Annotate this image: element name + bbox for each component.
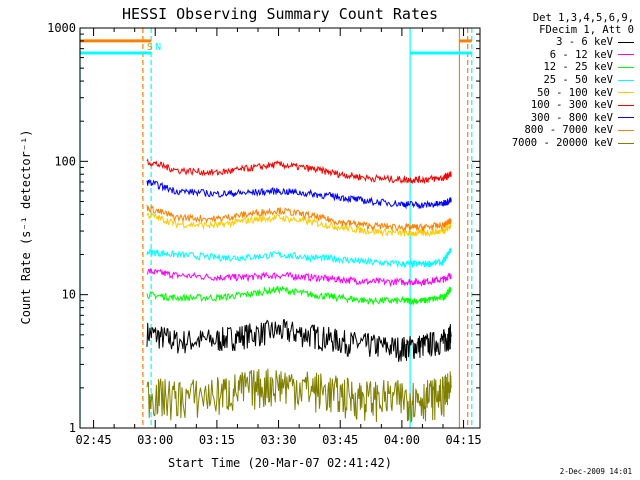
legend: Det 1,3,4,5,6,9, FDecim 1, Att 0 3 - 6 k… <box>478 12 634 149</box>
legend-label: 300 - 800 keV <box>530 111 613 124</box>
legend-swatch <box>618 41 634 43</box>
series-line <box>146 178 452 210</box>
x-tick-label: 04:15 <box>445 433 481 447</box>
flag-annotation: S <box>147 42 153 53</box>
legend-swatch <box>618 142 634 144</box>
series-line <box>146 319 452 362</box>
legend-label: 100 - 300 keV <box>530 99 613 112</box>
legend-swatch <box>618 79 634 81</box>
legend-swatch <box>618 129 634 131</box>
plot-frame <box>79 27 481 429</box>
legend-item: 50 - 100 keV <box>478 86 634 99</box>
series-line <box>146 247 452 269</box>
y-axis-label: Count Rate (s⁻¹ detector⁻¹) <box>19 129 33 324</box>
series-line <box>146 285 452 306</box>
y-tick-label: 10 <box>62 288 76 302</box>
x-tick-label: 03:45 <box>322 433 358 447</box>
series-line <box>146 158 452 185</box>
legend-swatch <box>618 104 634 106</box>
y-tick-label: 1000 <box>47 21 76 35</box>
legend-label: 800 - 7000 keV <box>524 124 613 137</box>
legend-header-line: FDecim 1, Att 0 <box>539 24 634 36</box>
series-line <box>146 211 452 238</box>
axes: 1 10 100 1000 02:45 03:00 03:15 03:30 03:45 04:00… <box>47 21 482 447</box>
series-line <box>146 204 452 232</box>
x-tick-label: 02:45 <box>76 433 112 447</box>
legend-item: 25 - 50 keV <box>478 74 634 87</box>
legend-item: 800 - 7000 keV <box>478 124 634 137</box>
legend-item: 7000 - 20000 keV <box>478 137 634 150</box>
legend-label: 25 - 50 keV <box>543 74 613 87</box>
x-axis-label: Start Time (20-Mar-07 02:41:42) <box>168 456 392 470</box>
legend-item: 12 - 25 keV <box>478 61 634 74</box>
legend-item: 6 - 12 keV <box>478 49 634 62</box>
series-line <box>146 268 452 288</box>
legend-label: 3 - 6 keV <box>556 36 613 49</box>
series-line <box>146 368 452 423</box>
footer-timestamp: 2-Dec-2009 14:01 <box>559 467 632 476</box>
legend-swatch <box>618 92 634 94</box>
legend-header-line: Det 1,3,4,5,6,9, <box>532 12 634 24</box>
flag-annotation: N <box>155 42 161 53</box>
legend-swatch <box>618 66 634 68</box>
x-tick-label: 03:30 <box>260 433 296 447</box>
series-layer <box>146 158 452 423</box>
legend-label: 50 - 100 keV <box>537 86 613 99</box>
x-tick-label: 03:15 <box>199 433 235 447</box>
x-tick-label: 03:00 <box>137 433 173 447</box>
legend-item: 300 - 800 keV <box>478 112 634 125</box>
chart-title: HESSI Observing Summary Count Rates <box>122 5 438 23</box>
x-tick-label: 04:00 <box>384 433 420 447</box>
legend-label: 7000 - 20000 keV <box>511 137 613 150</box>
legend-label: 12 - 25 keV <box>543 61 613 74</box>
y-tick-label: 100 <box>54 154 76 168</box>
legend-item: 3 - 6 keV <box>478 36 634 49</box>
legend-label: 6 - 12 keV <box>549 48 613 61</box>
legend-swatch <box>618 54 634 56</box>
y-tick-label: 1 <box>69 421 76 435</box>
legend-item: 100 - 300 keV <box>478 99 634 112</box>
legend-swatch <box>618 117 634 119</box>
